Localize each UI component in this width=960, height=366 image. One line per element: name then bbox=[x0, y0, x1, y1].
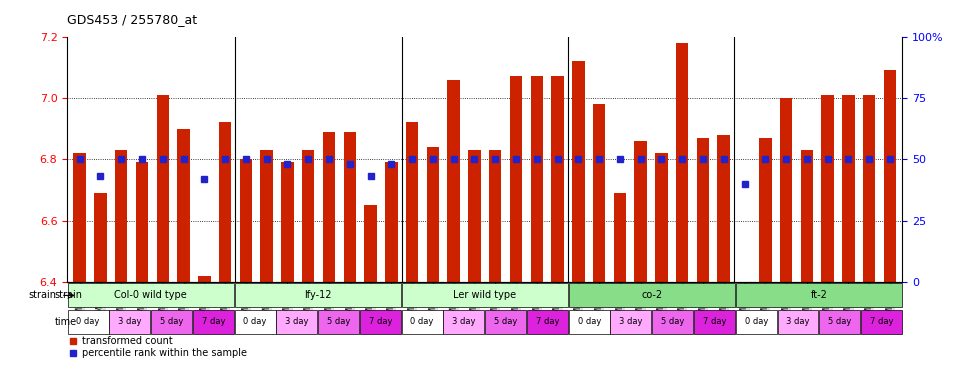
FancyBboxPatch shape bbox=[735, 310, 777, 334]
Text: 5 day: 5 day bbox=[494, 317, 517, 326]
Text: 7 day: 7 day bbox=[536, 317, 559, 326]
Text: 3 day: 3 day bbox=[786, 317, 809, 326]
Text: 3 day: 3 day bbox=[285, 317, 308, 326]
Text: 0 day: 0 day bbox=[411, 317, 434, 326]
Bar bbox=[281, 163, 294, 282]
Bar bbox=[115, 150, 128, 282]
Text: 3 day: 3 day bbox=[619, 317, 642, 326]
FancyBboxPatch shape bbox=[67, 283, 234, 307]
FancyBboxPatch shape bbox=[109, 310, 151, 334]
FancyBboxPatch shape bbox=[694, 310, 735, 334]
Text: 5 day: 5 day bbox=[661, 317, 684, 326]
Text: 0 day: 0 day bbox=[244, 317, 267, 326]
Bar bbox=[73, 153, 85, 282]
Bar bbox=[635, 141, 647, 282]
Bar bbox=[697, 138, 709, 282]
Bar bbox=[406, 123, 419, 282]
Bar bbox=[593, 104, 606, 282]
Bar bbox=[884, 70, 897, 282]
Bar bbox=[94, 193, 107, 282]
Bar bbox=[822, 95, 834, 282]
Text: 7 day: 7 day bbox=[202, 317, 225, 326]
Bar bbox=[551, 76, 564, 282]
Bar bbox=[135, 163, 148, 282]
Text: lfy-12: lfy-12 bbox=[304, 290, 331, 300]
Bar bbox=[198, 276, 210, 282]
Text: ft-2: ft-2 bbox=[810, 290, 828, 300]
FancyBboxPatch shape bbox=[67, 310, 108, 334]
Text: 7 day: 7 day bbox=[870, 317, 893, 326]
FancyBboxPatch shape bbox=[485, 310, 526, 334]
FancyBboxPatch shape bbox=[444, 310, 485, 334]
Text: 5 day: 5 day bbox=[327, 317, 350, 326]
Text: 5 day: 5 day bbox=[160, 317, 183, 326]
Text: Ler wild type: Ler wild type bbox=[453, 290, 516, 300]
Bar bbox=[323, 132, 335, 282]
Bar bbox=[178, 128, 190, 282]
FancyBboxPatch shape bbox=[568, 310, 610, 334]
Text: 5 day: 5 day bbox=[828, 317, 852, 326]
Bar bbox=[385, 163, 397, 282]
Text: 7 day: 7 day bbox=[703, 317, 726, 326]
Text: 0 day: 0 day bbox=[578, 317, 601, 326]
Bar bbox=[447, 79, 460, 282]
FancyBboxPatch shape bbox=[401, 310, 443, 334]
FancyBboxPatch shape bbox=[819, 310, 860, 334]
Bar bbox=[863, 95, 876, 282]
Text: GDS453 / 255780_at: GDS453 / 255780_at bbox=[67, 12, 198, 26]
Text: strain: strain bbox=[29, 290, 57, 300]
Bar bbox=[489, 150, 501, 282]
FancyBboxPatch shape bbox=[151, 310, 192, 334]
Bar bbox=[780, 98, 792, 282]
Bar bbox=[364, 205, 376, 282]
Bar bbox=[655, 153, 667, 282]
Bar bbox=[426, 147, 439, 282]
Bar bbox=[156, 95, 169, 282]
FancyBboxPatch shape bbox=[234, 283, 401, 307]
Text: 0 day: 0 day bbox=[77, 317, 100, 326]
Bar bbox=[759, 138, 772, 282]
FancyBboxPatch shape bbox=[652, 310, 693, 334]
Bar bbox=[801, 150, 813, 282]
Bar bbox=[717, 135, 730, 282]
Text: 3 day: 3 day bbox=[452, 317, 475, 326]
FancyBboxPatch shape bbox=[527, 310, 568, 334]
FancyBboxPatch shape bbox=[401, 283, 568, 307]
Bar bbox=[240, 159, 252, 282]
FancyBboxPatch shape bbox=[318, 310, 359, 334]
FancyBboxPatch shape bbox=[861, 310, 902, 334]
FancyBboxPatch shape bbox=[193, 310, 234, 334]
FancyBboxPatch shape bbox=[234, 310, 276, 334]
Bar bbox=[613, 193, 626, 282]
Bar bbox=[510, 76, 522, 282]
Text: time: time bbox=[55, 317, 77, 327]
Bar bbox=[344, 132, 356, 282]
Text: strain: strain bbox=[55, 290, 83, 300]
FancyBboxPatch shape bbox=[276, 310, 318, 334]
Bar bbox=[842, 95, 854, 282]
FancyBboxPatch shape bbox=[735, 283, 902, 307]
Text: 0 day: 0 day bbox=[745, 317, 768, 326]
Bar bbox=[260, 150, 273, 282]
Text: transformed count: transformed count bbox=[82, 336, 173, 347]
Text: percentile rank within the sample: percentile rank within the sample bbox=[82, 348, 247, 358]
FancyBboxPatch shape bbox=[778, 310, 819, 334]
FancyBboxPatch shape bbox=[360, 310, 401, 334]
Bar bbox=[468, 150, 481, 282]
Bar bbox=[531, 76, 543, 282]
Bar bbox=[676, 43, 688, 282]
Text: Col-0 wild type: Col-0 wild type bbox=[114, 290, 187, 300]
FancyBboxPatch shape bbox=[568, 283, 735, 307]
FancyBboxPatch shape bbox=[611, 310, 652, 334]
Text: 3 day: 3 day bbox=[118, 317, 141, 326]
Text: 7 day: 7 day bbox=[369, 317, 392, 326]
Bar bbox=[302, 150, 315, 282]
Bar bbox=[219, 123, 231, 282]
Bar bbox=[572, 61, 585, 282]
Text: co-2: co-2 bbox=[641, 290, 662, 300]
